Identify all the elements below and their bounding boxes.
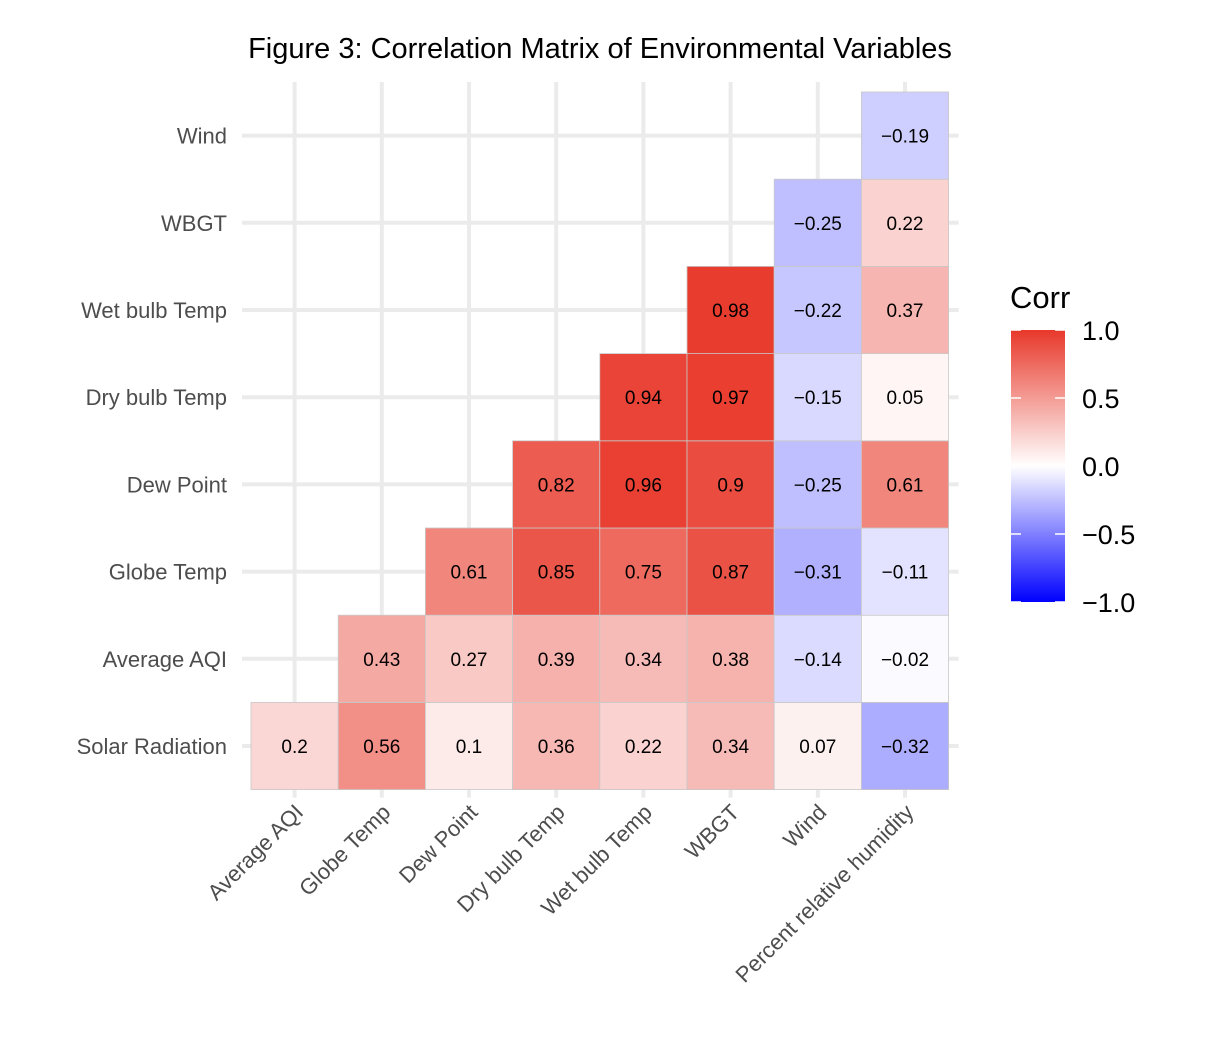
x-tick-label: Wind — [778, 799, 831, 852]
heatmap-cell — [686, 353, 775, 442]
cell-value-label: 0.37 — [887, 301, 924, 322]
heatmap-cell — [337, 702, 426, 791]
heatmap-cell — [599, 614, 688, 703]
legend-tick-label: −0.5 — [1082, 520, 1135, 550]
cell-value-label: 0.61 — [887, 475, 924, 496]
heatmap-cell — [861, 91, 950, 180]
cell-value-label: 0.43 — [363, 650, 400, 671]
cell-value-label: 0.82 — [538, 475, 575, 496]
heatmap-cell — [861, 614, 950, 703]
cell-value-label: 0.34 — [625, 650, 662, 671]
heatmap-cell — [773, 702, 862, 791]
heatmap-cell — [773, 614, 862, 703]
x-tick-label: WBGT — [680, 799, 744, 863]
heatmap-cell — [861, 178, 950, 267]
cell-value-label: 0.2 — [281, 737, 307, 758]
heatmap-cell — [512, 440, 601, 529]
cell-value-label: −0.32 — [881, 737, 929, 758]
heatmap-cell — [861, 440, 950, 529]
heatmap-cell — [599, 527, 688, 616]
cell-value-label: 0.9 — [717, 475, 743, 496]
cell-value-label: −0.11 — [882, 563, 929, 584]
cell-value-label: −0.02 — [881, 650, 929, 671]
y-tick-label: Wet bulb Temp — [81, 298, 227, 323]
x-tick-label: Globe Temp — [294, 799, 395, 900]
heatmap-cell — [512, 614, 601, 703]
cell-value-label: −0.15 — [794, 388, 842, 409]
cell-value-label: 0.38 — [712, 650, 749, 671]
cell-value-label: −0.22 — [794, 301, 842, 322]
cell-value-label: 0.98 — [712, 301, 749, 322]
heatmap-cell — [773, 178, 862, 267]
cell-value-label: 0.87 — [712, 563, 749, 584]
heatmap-cell — [512, 702, 601, 791]
heatmap-cells — [250, 91, 950, 791]
y-tick-label: Dew Point — [127, 472, 227, 497]
heatmap-cell — [424, 702, 513, 791]
cell-value-label: 0.39 — [538, 650, 575, 671]
heatmap-cell — [773, 527, 862, 616]
cell-value-label: −0.19 — [881, 127, 929, 148]
heatmap-cell — [686, 527, 775, 616]
heatmap-cell — [512, 527, 601, 616]
x-tick-label: Percent relative humidity — [731, 799, 919, 987]
legend-tick-label: 0.5 — [1082, 384, 1120, 414]
cell-value-label: 0.22 — [625, 737, 662, 758]
cell-value-label: −0.14 — [794, 650, 843, 671]
x-tick-label: Dew Point — [394, 799, 483, 888]
heatmap-cell — [686, 702, 775, 791]
cell-value-label: 0.75 — [625, 563, 662, 584]
cell-value-label: 0.97 — [712, 388, 749, 409]
cell-value-label: 0.96 — [625, 475, 662, 496]
y-tick-label: Wind — [177, 124, 227, 149]
heatmap-cell — [861, 702, 950, 791]
heatmap-cell — [686, 265, 775, 354]
heatmap-cell — [424, 527, 513, 616]
color-legend: Corr 1.0 0.5 0.0 −0.5 −1.0 — [1010, 280, 1135, 618]
heatmap-cell — [599, 702, 688, 791]
cell-value-label: 0.36 — [538, 737, 575, 758]
cell-value-label: 0.05 — [887, 388, 924, 409]
cell-value-label: 0.1 — [456, 737, 482, 758]
cell-value-label: 0.85 — [538, 563, 575, 584]
cell-value-label: −0.31 — [794, 563, 842, 584]
legend-title: Corr — [1010, 280, 1070, 315]
y-tick-label: Dry bulb Temp — [86, 385, 227, 410]
x-tick-label: Average AQI — [203, 799, 309, 905]
cell-value-label: 0.07 — [799, 737, 836, 758]
cell-value-labels: 0.2 0.56 0.1 0.36 0.22 0.34 0.07 −0.32 0.43 0.27 0… — [281, 127, 929, 758]
y-tick-label: Globe Temp — [109, 560, 227, 585]
cell-value-label: 0.27 — [451, 650, 488, 671]
legend-tick-label: −1.0 — [1082, 588, 1135, 618]
y-tick-label: WBGT — [161, 211, 227, 236]
cell-value-label: 0.22 — [887, 214, 924, 235]
cell-value-label: −0.25 — [794, 214, 842, 235]
legend-tick-label: 0.0 — [1082, 452, 1120, 482]
heatmap-cell — [424, 614, 513, 703]
cell-value-label: 0.56 — [363, 737, 400, 758]
cell-value-label: 0.61 — [451, 563, 488, 584]
heatmap-cell — [599, 440, 688, 529]
legend-tick-label: 1.0 — [1082, 316, 1120, 346]
heatmap-cell — [861, 527, 950, 616]
heatmap-cell — [337, 614, 426, 703]
cell-value-label: 0.34 — [712, 737, 749, 758]
chart-title: Figure 3: Correlation Matrix of Environm… — [248, 33, 952, 65]
y-tick-label: Average AQI — [103, 647, 227, 672]
cell-value-label: −0.25 — [794, 475, 842, 496]
heatmap-cell — [773, 265, 862, 354]
heatmap-cell — [599, 353, 688, 442]
cell-value-label: 0.94 — [625, 388, 662, 409]
y-axis-labels: Solar Radiation Average AQI Globe Temp Dew … — [77, 124, 227, 759]
heatmap-cell — [861, 353, 950, 442]
y-tick-label: Solar Radiation — [77, 734, 227, 759]
heatmap-cell — [250, 702, 339, 791]
heatmap-cell — [686, 614, 775, 703]
